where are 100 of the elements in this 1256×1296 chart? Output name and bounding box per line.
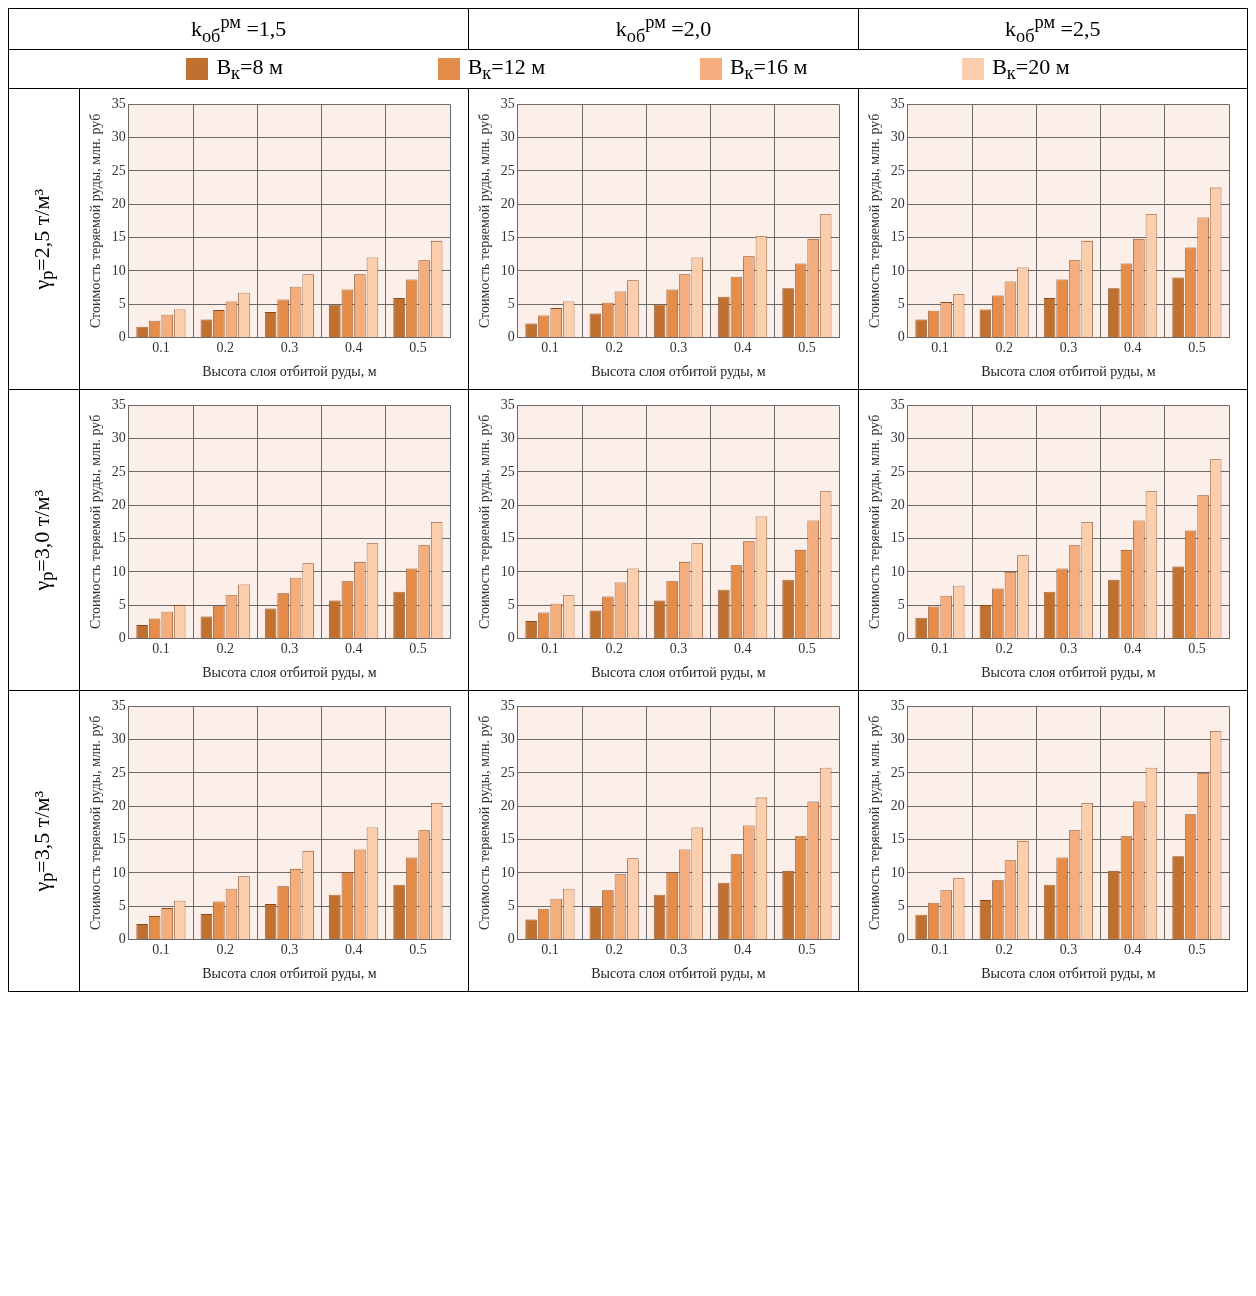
x-tick-label: 0.4 xyxy=(1123,942,1142,958)
y-tick-label: 0 xyxy=(897,931,905,947)
x-tick-label: 0.5 xyxy=(1187,340,1206,356)
y-tick-label: 10 xyxy=(890,262,905,278)
y-tick-label: 10 xyxy=(111,864,126,880)
y-axis-title: Стоимость теряемой руды, млн. руб xyxy=(88,715,104,931)
legend-label: B$_{к}$=20 м xyxy=(992,53,1070,85)
chart-title: k$_{об}$$^{рм}$ =2,0 xyxy=(468,8,859,50)
x-tick-label: 0.4 xyxy=(345,641,363,657)
y-tick-label: 35 xyxy=(890,698,905,714)
y-tick-label: 10 xyxy=(890,864,905,880)
x-tick-label: 0.5 xyxy=(409,942,427,958)
y-tick-label: 25 xyxy=(890,463,905,479)
y-tick-label: 15 xyxy=(501,831,516,847)
x-tick-label: 0.4 xyxy=(1123,641,1142,657)
y-tick-label: 15 xyxy=(111,229,126,245)
x-tick-label: 0.4 xyxy=(734,641,752,657)
y-tick-label: 20 xyxy=(111,797,126,813)
y-tick-label: 20 xyxy=(890,195,905,211)
x-tick-label: 0.1 xyxy=(931,340,949,356)
y-tick-label: 20 xyxy=(501,496,516,512)
y-tick-label: 20 xyxy=(111,195,126,211)
y-tick-label: 0 xyxy=(118,329,126,345)
y-tick-label: 0 xyxy=(508,931,516,947)
x-tick-label: 0.4 xyxy=(734,340,752,356)
x-axis-title: Высота слоя отбитой руды, м xyxy=(981,966,1156,982)
y-tick-label: 30 xyxy=(501,129,516,145)
y-tick-label: 5 xyxy=(897,596,905,612)
x-tick-label: 0.5 xyxy=(798,942,817,958)
x-tick-label: 0.5 xyxy=(409,340,427,356)
x-tick-label: 0.1 xyxy=(541,942,560,958)
x-tick-label: 0.4 xyxy=(1123,340,1142,356)
x-tick-label: 0.5 xyxy=(798,641,817,657)
y-tick-label: 5 xyxy=(118,596,126,612)
legend-label: B$_{к}$=16 м xyxy=(729,53,808,85)
x-tick-label: 0.2 xyxy=(216,942,235,958)
y-tick-label: 25 xyxy=(501,764,516,780)
y-tick-label: 35 xyxy=(890,397,905,413)
legend-label: B$_{к}$=8 м xyxy=(216,53,283,85)
y-tick-label: 0 xyxy=(897,329,905,345)
x-axis-title: Высота слоя отбитой руды, м xyxy=(202,665,377,681)
y-tick-label: 15 xyxy=(111,831,126,847)
y-tick-label: 15 xyxy=(501,229,516,245)
x-tick-label: 0.2 xyxy=(995,641,1013,657)
x-tick-label: 0.3 xyxy=(1059,340,1077,356)
y-tick-label: 35 xyxy=(890,96,905,112)
x-axis-title: Высота слоя отбитой руды, м xyxy=(202,966,377,982)
y-tick-label: 30 xyxy=(111,430,126,446)
chart-title: k$_{об}$$^{рм}$ =1,5 xyxy=(8,8,469,50)
x-axis-title: Высота слоя отбитой руды, м xyxy=(981,665,1156,681)
x-tick-label: 0.1 xyxy=(152,340,170,356)
y-tick-label: 30 xyxy=(890,731,905,747)
y-tick-label: 15 xyxy=(890,831,905,847)
y-tick-label: 30 xyxy=(890,430,905,446)
y-tick-label: 20 xyxy=(501,195,516,211)
x-tick-label: 0.2 xyxy=(216,641,235,657)
x-tick-label: 0.5 xyxy=(798,340,817,356)
y-tick-label: 30 xyxy=(501,731,516,747)
y-tick-label: 25 xyxy=(111,764,126,780)
x-tick-label: 0.3 xyxy=(670,340,688,356)
x-tick-label: 0.1 xyxy=(541,340,560,356)
y-axis-title: Стоимость теряемой руды, млн. руб xyxy=(866,414,882,630)
x-axis-title: Высота слоя отбитой руды, м xyxy=(591,364,767,380)
y-tick-label: 10 xyxy=(501,864,516,880)
y-tick-label: 35 xyxy=(111,698,126,714)
x-tick-label: 0.4 xyxy=(345,340,363,356)
y-axis-title: Стоимость теряемой руды, млн. руб xyxy=(866,113,882,329)
x-tick-label: 0.5 xyxy=(1187,641,1206,657)
y-tick-label: 25 xyxy=(501,162,516,178)
y-tick-label: 5 xyxy=(118,295,126,311)
y-tick-label: 20 xyxy=(890,496,905,512)
y-tick-label: 10 xyxy=(111,563,126,579)
y-tick-label: 0 xyxy=(897,630,905,646)
x-tick-label: 0.2 xyxy=(605,641,624,657)
x-tick-label: 0.1 xyxy=(931,942,949,958)
y-axis-title: Стоимость теряемой руды, млн. руб xyxy=(477,414,493,630)
y-tick-label: 10 xyxy=(501,563,516,579)
y-tick-label: 20 xyxy=(890,797,905,813)
chart-title: k$_{об}$$^{рм}$ =2,5 xyxy=(858,8,1248,50)
y-tick-label: 5 xyxy=(508,295,516,311)
y-tick-label: 15 xyxy=(111,530,126,546)
y-tick-label: 10 xyxy=(501,262,516,278)
x-tick-label: 0.1 xyxy=(931,641,949,657)
x-tick-label: 0.2 xyxy=(605,340,624,356)
y-tick-label: 35 xyxy=(501,96,516,112)
y-tick-label: 0 xyxy=(118,630,126,646)
y-tick-label: 5 xyxy=(897,897,905,913)
y-tick-label: 20 xyxy=(501,797,516,813)
y-axis-title: Стоимость теряемой руды, млн. руб xyxy=(866,715,882,931)
y-axis-title: Стоимость теряемой руды, млн. руб xyxy=(477,715,493,931)
legend-label: B$_{к}$=12 м xyxy=(467,53,546,85)
y-tick-label: 30 xyxy=(501,430,516,446)
x-tick-label: 0.2 xyxy=(605,942,624,958)
x-tick-label: 0.3 xyxy=(1059,942,1077,958)
x-tick-label: 0.5 xyxy=(409,641,427,657)
y-tick-label: 20 xyxy=(111,496,126,512)
y-tick-label: 0 xyxy=(508,329,516,345)
y-tick-label: 0 xyxy=(118,931,126,947)
y-tick-label: 15 xyxy=(501,530,516,546)
y-tick-label: 25 xyxy=(501,463,516,479)
